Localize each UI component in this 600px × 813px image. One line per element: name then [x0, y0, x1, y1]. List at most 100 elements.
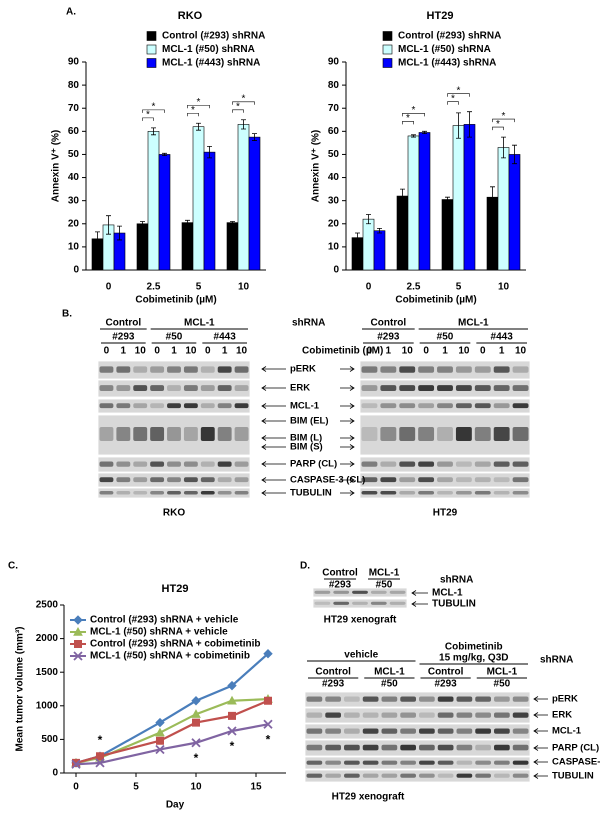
significance-label: * [266, 732, 271, 746]
blot-band [456, 728, 473, 734]
chart-title: HT29 [427, 10, 454, 22]
data-point [95, 758, 105, 768]
blot-band [389, 601, 406, 605]
blot-band [333, 590, 350, 594]
bar [203, 151, 216, 271]
blot-band [400, 696, 416, 702]
blot-band [99, 427, 114, 441]
y-tick-label: 40 [328, 172, 340, 183]
clone-label: #293 [435, 679, 458, 690]
treatment-label: Cobimetinib [445, 642, 503, 653]
x-tick-label: 2.5 [407, 282, 421, 293]
bar [237, 124, 250, 271]
blot-band [399, 366, 416, 373]
blot-band [361, 427, 378, 441]
protein-label: ERK [552, 710, 572, 721]
bar [452, 125, 465, 271]
blot-band [399, 461, 416, 467]
protein-label: CASPASE-3 (CL) [290, 475, 365, 486]
arrow [411, 590, 428, 607]
blot-band [474, 461, 491, 467]
blot-band [333, 601, 350, 605]
y-axis-label: Annexin V⁺ (%) [51, 130, 62, 203]
significance-label: * [412, 105, 416, 116]
clone-label: #293 [329, 580, 352, 591]
group-label: Control [428, 667, 464, 678]
blot-band [370, 601, 387, 605]
blot-band [381, 760, 398, 765]
blot-band [437, 760, 454, 765]
blot-band [418, 477, 435, 483]
blot-band [167, 403, 181, 409]
blot-band [325, 728, 341, 734]
legend-label: MCL-1 (#50) shRNA [398, 44, 491, 55]
group-label: MCL-1 [369, 568, 400, 579]
clone-label: #293 [112, 332, 135, 343]
blot-band [400, 728, 416, 734]
blot-band [400, 773, 416, 778]
blot-band [314, 601, 331, 605]
legend-label: MCL-1 (#50) shRNA + vehicle [90, 627, 228, 638]
bar [136, 223, 149, 271]
blot-band [475, 760, 491, 765]
dose-label: 1 [171, 346, 177, 357]
blot-strip [304, 691, 531, 708]
y-tick-label: 90 [68, 57, 80, 68]
y-tick-label: 60 [328, 126, 340, 137]
blot-band [419, 696, 435, 702]
bar [362, 218, 375, 271]
blot-band [380, 477, 397, 483]
significance-label: * [152, 102, 156, 113]
blot-band [314, 590, 331, 594]
blot-band [456, 744, 473, 751]
legend-label: MCL-1 (#443) shRNA [162, 58, 260, 69]
blot-band [99, 385, 114, 392]
y-tick-label: 90 [328, 57, 340, 68]
significance-bracket [232, 101, 255, 105]
group-label: Control [322, 568, 358, 579]
blot-band [217, 427, 232, 441]
chart-title: RKO [178, 10, 203, 22]
cell-line-label: HT29 [433, 508, 458, 519]
significance-label: * [146, 110, 150, 121]
data-point [191, 696, 201, 706]
blot-band [306, 712, 323, 718]
blot-band [344, 712, 360, 718]
cell-line-label: RKO [163, 508, 185, 519]
error-bar [400, 188, 405, 204]
blot-strip [97, 472, 251, 488]
y-tick-label: 2500 [36, 600, 59, 611]
blot-band [200, 461, 215, 467]
clone-label: #443 [491, 332, 514, 343]
blot-band [344, 773, 360, 778]
protein-label: PARP (CL) [290, 459, 337, 470]
dose-label: 0 [154, 346, 160, 357]
x-axis-label: Day [166, 800, 185, 811]
protein-label: MCL-1 [432, 588, 463, 599]
blot-strip [359, 398, 531, 414]
protein-label: TUBULIN [432, 599, 476, 610]
group-label: Control [315, 667, 351, 678]
blot-strip [359, 456, 531, 473]
blot-band [512, 427, 529, 441]
significance-label: * [496, 119, 500, 130]
arrow [261, 385, 355, 391]
blot-band [133, 403, 148, 409]
y-tick-label: 20 [328, 218, 340, 229]
legend-swatch [146, 58, 157, 68]
blot-strip [97, 360, 251, 380]
bar [508, 154, 521, 271]
dose-label: 1 [386, 346, 392, 357]
blot-band [362, 760, 379, 765]
blot-band [512, 760, 529, 765]
error-bar [151, 127, 156, 136]
significance-bracket [492, 126, 504, 131]
blot-band [494, 712, 510, 718]
row-header: shRNA [440, 575, 473, 586]
blot-band [475, 773, 491, 778]
blot-strip [304, 756, 531, 770]
blot-band [99, 491, 114, 495]
error-bar [422, 130, 427, 135]
legend-marker [73, 626, 83, 636]
